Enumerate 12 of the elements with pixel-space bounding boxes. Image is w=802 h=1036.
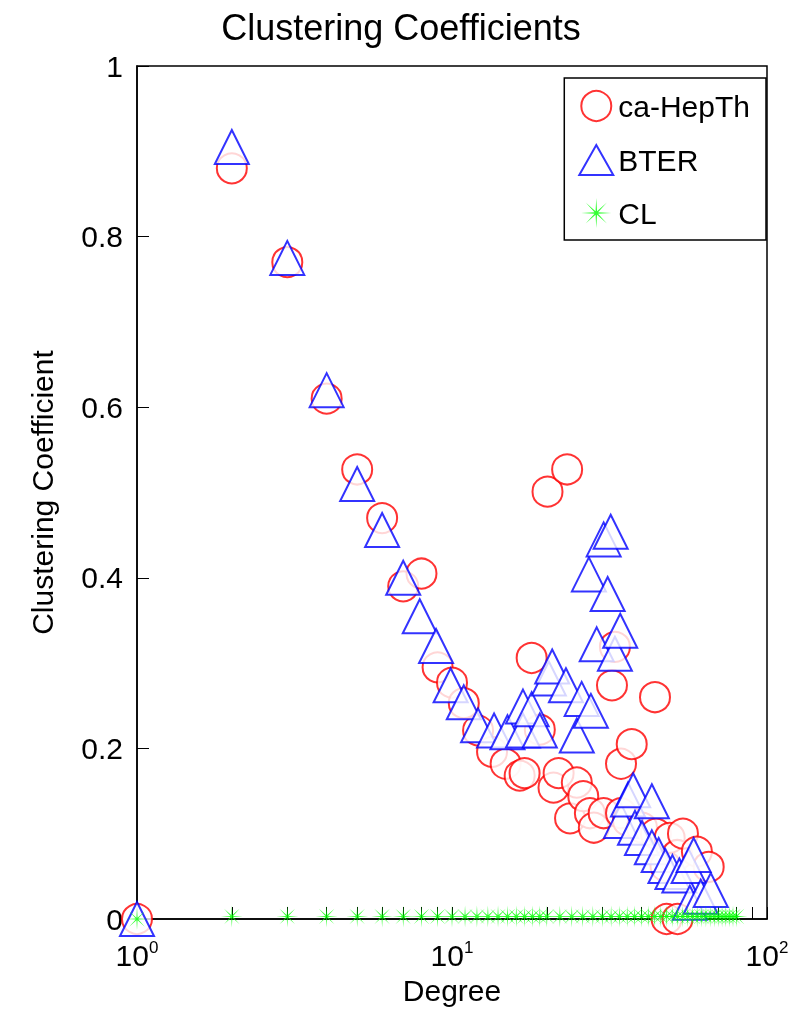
y-tick-label: 0: [106, 902, 123, 936]
y-tick-label: 1: [106, 49, 123, 83]
x-axis-title: Degree: [402, 973, 502, 1007]
y-tick-label: 0.2: [81, 731, 123, 765]
legend-label: CL: [618, 196, 657, 230]
y-tick-label: 0.4: [81, 561, 123, 595]
chart-title: Clustering Coefficients: [221, 6, 581, 48]
legend-label: ca-HepTh: [618, 89, 750, 123]
y-axis-title: Clustering Coefficient: [25, 349, 59, 635]
y-tick-label: 0.6: [81, 390, 123, 424]
legend-label: BTER: [618, 143, 699, 177]
y-tick-label: 0.8: [81, 220, 123, 254]
